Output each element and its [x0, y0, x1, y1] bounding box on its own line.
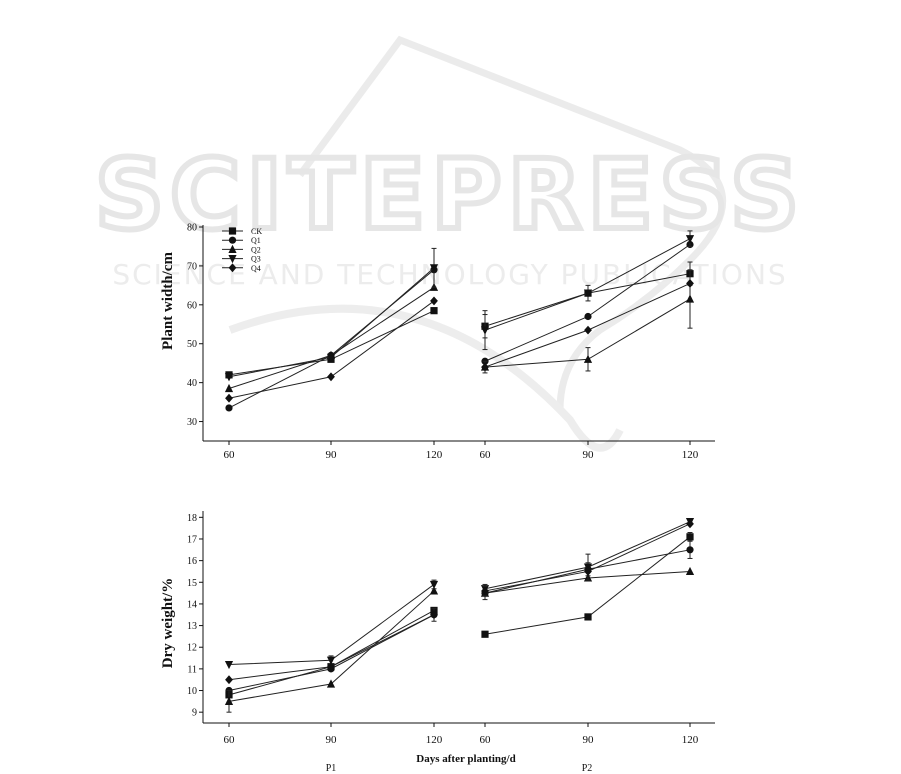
watermark-swoosh-icon	[297, 35, 727, 411]
data-point-q1	[584, 312, 592, 321]
data-point-q2	[429, 586, 439, 595]
y-tick-label: 15	[187, 578, 197, 589]
data-point-q3	[429, 580, 439, 590]
panel-label-p2: P2	[582, 763, 593, 774]
data-point-q2	[685, 566, 695, 576]
data-point-q3	[480, 326, 490, 335]
y-tick-label: 17	[187, 534, 197, 545]
data-point-q4	[481, 362, 489, 372]
legend-label: Q3	[251, 255, 261, 264]
legend-marker-q1	[228, 236, 237, 244]
data-point-ck	[430, 307, 438, 315]
data-point-q2	[224, 383, 234, 393]
y-tick-label: 80	[187, 223, 197, 234]
y-axis-title: Dry weight/%	[160, 578, 176, 668]
data-point-q4	[686, 279, 694, 288]
watermark-title: SCITEPRESS	[95, 139, 805, 251]
data-point-q3	[685, 235, 695, 244]
x-tick-label: 120	[426, 734, 443, 746]
data-point-q2	[685, 294, 695, 303]
x-tick-label: 60	[480, 449, 492, 461]
data-point-ck	[686, 533, 694, 541]
watermark-subtitle: SCIENCE AND TECHNOLOGY PUBLICATIONS	[112, 258, 787, 291]
y-tick-label: 10	[187, 686, 197, 697]
y-tick-label: 60	[187, 300, 197, 311]
data-point-q4	[481, 586, 489, 596]
legend-label: CK	[251, 227, 262, 236]
data-point-q3	[429, 264, 439, 273]
dry-weight-chart: Dry weight/% 9 10 11 12 13 14 15 16 17 18 60 90 120 6…	[160, 511, 715, 774]
x-tick-label: 90	[326, 449, 338, 461]
plant-width-chart: Plant width/cm 30 40 50 60 70 80 60 90 120 60 90 12…	[160, 223, 715, 461]
x-tick-label: 60	[224, 449, 236, 461]
watermark: SCITEPRESS SCIENCE AND TECHNOLOGY PUBLIC…	[92, 35, 805, 452]
y-tick-label: 16	[187, 556, 197, 567]
y-tick-label: 14	[187, 599, 197, 610]
series-line-q3	[228, 584, 435, 666]
legend-marker-q4	[228, 263, 237, 273]
data-point-q4	[584, 567, 592, 576]
data-point-ck	[481, 630, 489, 638]
y-tick-label: 50	[187, 339, 197, 350]
data-point-q2	[224, 696, 234, 705]
data-point-q4	[584, 325, 592, 335]
data-point-q4	[430, 610, 438, 620]
legend-label: Q1	[251, 236, 261, 245]
data-point-q2	[326, 679, 336, 688]
legend-label: Q2	[251, 245, 261, 254]
y-tick-label: 30	[187, 417, 197, 428]
data-point-ck	[584, 613, 592, 621]
legend-marker-ck	[228, 227, 237, 235]
panel-label-p1: P1	[326, 763, 337, 774]
data-point-q1	[686, 546, 694, 554]
x-tick-label: 60	[480, 734, 492, 746]
data-point-q4	[225, 393, 233, 403]
x-tick-label: 90	[326, 734, 338, 746]
y-axis-title: Plant width/cm	[160, 252, 176, 350]
y-tick-label: 70	[187, 261, 197, 272]
data-point-q4	[327, 372, 335, 382]
legend-marker-q2	[228, 244, 237, 253]
x-axis-title: Days after planting/d	[416, 753, 515, 765]
y-tick-label: 9	[192, 708, 197, 719]
x-tick-label: 90	[583, 449, 595, 461]
series-line-q1	[228, 614, 435, 692]
x-tick-label: 120	[682, 449, 699, 461]
y-tick-label: 12	[187, 643, 197, 654]
data-point-q4	[327, 662, 335, 672]
x-tick-label: 120	[426, 449, 443, 461]
legend-marker-q3	[228, 255, 237, 264]
data-point-q3	[326, 353, 336, 362]
data-point-q1	[225, 404, 233, 412]
x-tick-label: 90	[583, 734, 595, 746]
x-tick-label: 120	[682, 734, 699, 746]
data-point-q2	[583, 354, 593, 363]
data-point-q3	[224, 373, 234, 382]
data-point-q3	[224, 660, 234, 670]
data-point-q4	[225, 675, 233, 685]
y-tick-label: 18	[187, 513, 197, 524]
data-point-q3	[583, 289, 593, 298]
data-point-q3	[326, 656, 336, 665]
data-point-q4	[430, 296, 438, 306]
y-tick-label: 13	[187, 621, 197, 632]
data-point-q4	[686, 519, 694, 529]
y-tick-label: 40	[187, 378, 197, 389]
x-tick-label: 60	[224, 734, 236, 746]
y-tick-label: 11	[187, 664, 197, 675]
legend-label: Q4	[251, 264, 261, 273]
